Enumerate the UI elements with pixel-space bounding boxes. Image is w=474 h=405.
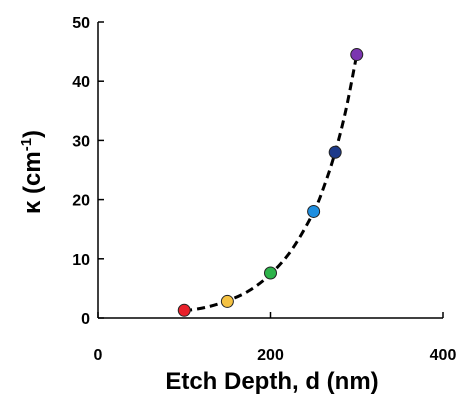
x-axis-label: Etch Depth, d (nm) [165, 368, 378, 395]
data-point [307, 204, 321, 218]
y-axis-label-symbol: κ [19, 200, 46, 214]
x-tick-label: 0 [94, 347, 103, 364]
x-tick-label: 400 [430, 347, 457, 364]
y-tick-label: 50 [72, 15, 90, 32]
x-tick-label: 200 [257, 347, 284, 364]
data-point [264, 266, 277, 280]
data-points [177, 48, 364, 317]
y-tick-label: 0 [81, 311, 90, 328]
data-point [177, 303, 191, 317]
fit-curve [184, 54, 359, 313]
y-tick-label: 40 [72, 74, 90, 91]
data-point [350, 48, 364, 62]
y-tick-label: 30 [72, 133, 90, 150]
y-axis-label: κ (cm-1) [18, 130, 46, 214]
y-ticks: 0 10 20 30 40 50 [72, 15, 104, 328]
y-axis-label-open: (cm [19, 151, 46, 200]
y-axis-label-close: ) [19, 130, 46, 138]
data-point [220, 294, 234, 308]
y-axis-label-sup: -1 [18, 138, 35, 151]
x-ticks: 0 200 400 [94, 312, 457, 364]
data-point [328, 145, 342, 159]
y-tick-label: 20 [72, 193, 90, 210]
y-tick-label: 10 [72, 252, 90, 269]
